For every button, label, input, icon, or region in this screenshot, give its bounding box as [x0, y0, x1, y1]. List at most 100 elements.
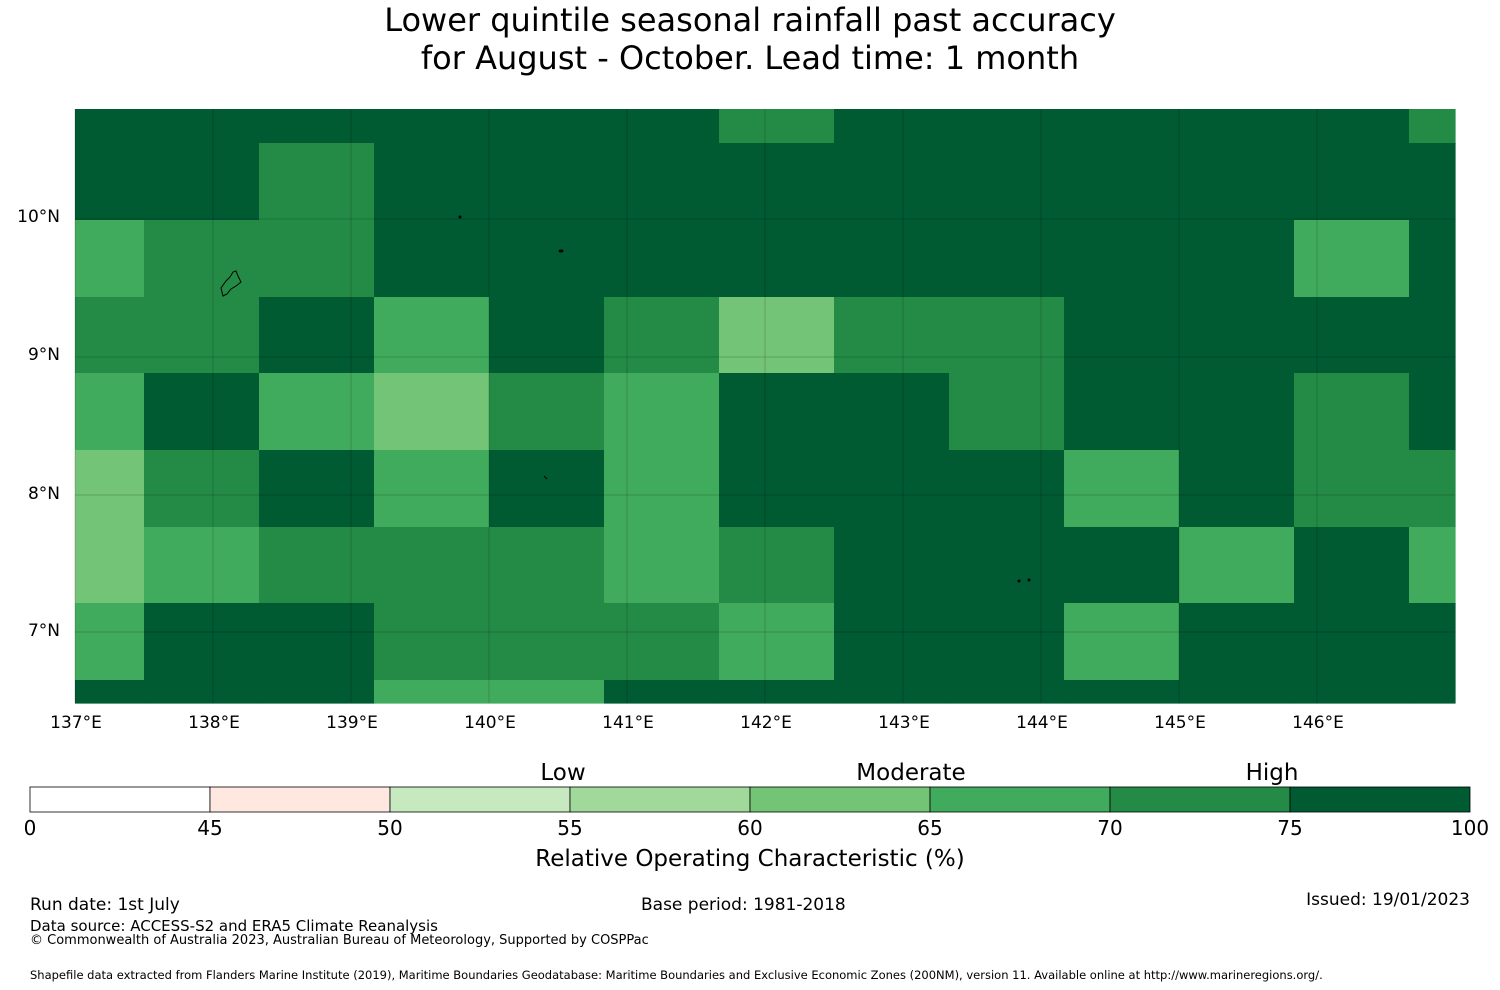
map-grid-cell: [489, 527, 605, 604]
map-grid-cell: [259, 297, 375, 374]
map-grid-cell: [489, 297, 605, 374]
map-grid-cell: [75, 450, 145, 528]
map-grid-cell: [604, 143, 720, 221]
chart-title-line-2: for August - October. Lead time: 1 month: [420, 39, 1080, 77]
map-grid-cell: [374, 603, 490, 681]
lat-label-8n: 8°N: [27, 484, 60, 504]
map-grid-cell: [1294, 373, 1410, 451]
map-grid-cell: [949, 373, 1065, 451]
data-source: Data source: ACCESS-S2 and ERA5 Climate …: [30, 917, 438, 935]
colorbar-bin: [1289, 786, 1471, 813]
map-grid-cell: [834, 297, 950, 374]
map-grid-cell: [1064, 220, 1180, 298]
map-grid-cell: [604, 297, 720, 374]
map-grid-cell: [1179, 143, 1295, 221]
lat-label-10n: 10°N: [17, 207, 60, 227]
map-grid-cell: [1179, 109, 1295, 144]
map-grid-cell: [1064, 527, 1180, 604]
map-grid-cell: [75, 220, 145, 298]
copyright-notice: © Commonwealth of Australia 2023, Austra…: [30, 933, 649, 948]
map-grid-cell: [144, 527, 260, 604]
map-grid-cell: [834, 450, 950, 528]
colorbar-category-high: High: [1245, 760, 1299, 786]
map-grid-cell: [75, 109, 145, 144]
colorbar-tick-100: 100: [1450, 816, 1490, 840]
map-grid-cell: [604, 220, 720, 298]
map-grid-cell: [75, 603, 145, 681]
map-grid-cell: [719, 450, 835, 528]
map-grid-cell: [259, 680, 375, 704]
island-outline: [543, 475, 548, 480]
map-grid-cell: [1179, 373, 1295, 451]
lon-label-139e: 139°E: [326, 713, 378, 733]
map-grid-cell: [374, 373, 490, 451]
map-grid-cell: [1409, 450, 1456, 528]
island-outline: [558, 249, 564, 253]
map-grid-cell: [834, 143, 950, 221]
map-grid-cell: [834, 220, 950, 298]
map-grid-cell: [1064, 297, 1180, 374]
map-grid-cell: [259, 603, 375, 681]
map-grid-cell: [1064, 373, 1180, 451]
map-grid-cell: [144, 143, 260, 221]
map-grid-cell: [75, 143, 145, 221]
map-grid-cell: [489, 680, 605, 704]
colorbar-bin: [1109, 786, 1291, 813]
colorbar-tick-65: 65: [917, 816, 943, 840]
map-grid-cell: [144, 220, 260, 298]
map-grid-cell: [1294, 527, 1410, 604]
map-grid-cell: [1064, 680, 1180, 704]
map-grid-cell: [374, 527, 490, 604]
map-grid-cell: [949, 143, 1065, 221]
lon-label-145e: 145°E: [1154, 713, 1206, 733]
map-grid-cell: [949, 527, 1065, 604]
map-grid-cell: [374, 450, 490, 528]
map-grid-cell: [1409, 143, 1456, 221]
map-grid-cell: [719, 680, 835, 704]
map-grid-cell: [144, 603, 260, 681]
map-grid-cell: [1409, 527, 1456, 604]
map-grid-cell: [489, 373, 605, 451]
map-grid-cell: [1409, 297, 1456, 374]
colorbar-category-low: Low: [540, 760, 586, 786]
map-grid-cell: [834, 680, 950, 704]
map-grid-cell: [374, 109, 490, 144]
map-grid-cell: [1294, 109, 1410, 144]
colorbar-tick-75: 75: [1277, 816, 1303, 840]
colorbar-tick-55: 55: [557, 816, 583, 840]
island-outline: [458, 215, 462, 219]
lon-label-138e: 138°E: [188, 713, 240, 733]
map-grid-cell: [489, 109, 605, 144]
colorbar-bin: [749, 786, 931, 813]
colorbar-bin: [389, 786, 571, 813]
lon-label-142e: 142°E: [740, 713, 792, 733]
map-grid-cell: [1064, 143, 1180, 221]
map-grid-cell: [374, 220, 490, 298]
shapefile-attribution: Shapefile data extracted from Flanders M…: [30, 968, 1323, 982]
map-grid-cell: [719, 603, 835, 681]
map-grid-cell: [1409, 373, 1456, 451]
map-grid-cell: [1064, 109, 1180, 144]
colorbar-tick-50: 50: [377, 816, 403, 840]
map-grid-cell: [259, 373, 375, 451]
map-grid-cell: [144, 109, 260, 144]
map-grid-cell: [604, 680, 720, 704]
map-grid-cell: [144, 450, 260, 528]
map-grid-cell: [144, 373, 260, 451]
map-grid-cell: [75, 680, 145, 704]
map-grid-cell: [1064, 603, 1180, 681]
colorbar-title: Relative Operating Characteristic (%): [535, 846, 965, 872]
colorbar-bin: [929, 786, 1111, 813]
map-grid-cell: [75, 297, 145, 374]
map-grid-cell: [75, 527, 145, 604]
map-grid-cell: [259, 527, 375, 604]
map-grid-cell: [144, 297, 260, 374]
map-grid-cell: [489, 220, 605, 298]
map-grid-cell: [1294, 680, 1410, 704]
map-grid-cell: [1294, 143, 1410, 221]
map-grid-cell: [604, 603, 720, 681]
lon-label-141e: 141°E: [602, 713, 654, 733]
lon-label-143e: 143°E: [878, 713, 930, 733]
colorbar-tick-70: 70: [1097, 816, 1123, 840]
